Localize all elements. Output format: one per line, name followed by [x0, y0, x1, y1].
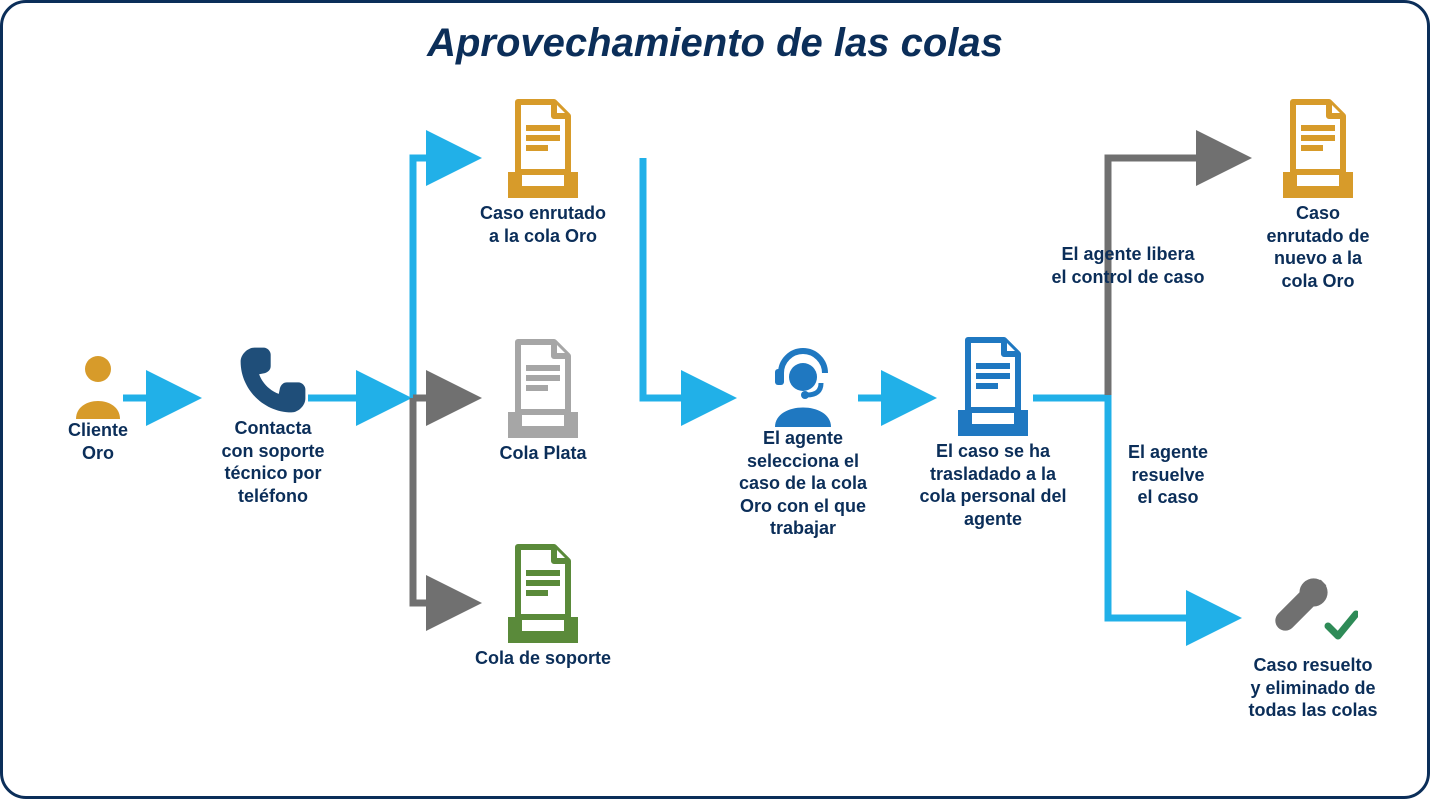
edge-label-release: El agente libera el control de caso [1043, 243, 1213, 288]
document-tray-icon [504, 543, 582, 647]
wrench-check-icon [1268, 568, 1358, 654]
edge-label: El agente libera el control de caso [1043, 243, 1213, 288]
node-label: Caso resuelto y eliminado de todas las c… [1218, 654, 1408, 722]
document-tray-icon [954, 336, 1032, 440]
document-tray-icon [1279, 98, 1357, 202]
document-tray-icon [504, 98, 582, 202]
node-moved: El caso se ha trasladado a la cola perso… [908, 336, 1078, 530]
node-agent: El agente selecciona el caso de la cola … [718, 343, 888, 540]
node-label: Caso enrutado de nuevo a la cola Oro [1238, 202, 1398, 292]
node-label: Cola de soporte [448, 647, 638, 670]
node-label: Cliente Oro [43, 419, 153, 464]
node-queue-gold: Caso enrutado a la cola Oro [458, 98, 628, 247]
node-label: Caso enrutado a la cola Oro [458, 202, 628, 247]
node-label: El caso se ha trasladado a la cola perso… [908, 440, 1078, 530]
diagram-frame: Aprovechamiento de las colas [0, 0, 1430, 799]
node-reroute: Caso enrutado de nuevo a la cola Oro [1238, 98, 1398, 292]
agent-headset-icon [761, 343, 845, 427]
node-label: Contacta con soporte técnico por teléfon… [198, 417, 348, 507]
edge-label: El agente resuelve el caso [1098, 441, 1238, 509]
person-icon [70, 353, 126, 419]
node-contact: Contacta con soporte técnico por teléfon… [198, 343, 348, 507]
node-resolved: Caso resuelto y eliminado de todas las c… [1218, 568, 1408, 722]
diagram-title: Aprovechamiento de las colas [3, 21, 1427, 66]
node-label: Cola Plata [458, 442, 628, 465]
node-label: El agente selecciona el caso de la cola … [718, 427, 888, 540]
phone-icon [236, 343, 310, 417]
document-tray-icon [504, 338, 582, 442]
node-queue-silver: Cola Plata [458, 338, 628, 465]
edge-label-resolve: El agente resuelve el caso [1098, 441, 1238, 509]
node-client: Cliente Oro [43, 353, 153, 464]
node-queue-support: Cola de soporte [448, 543, 638, 670]
